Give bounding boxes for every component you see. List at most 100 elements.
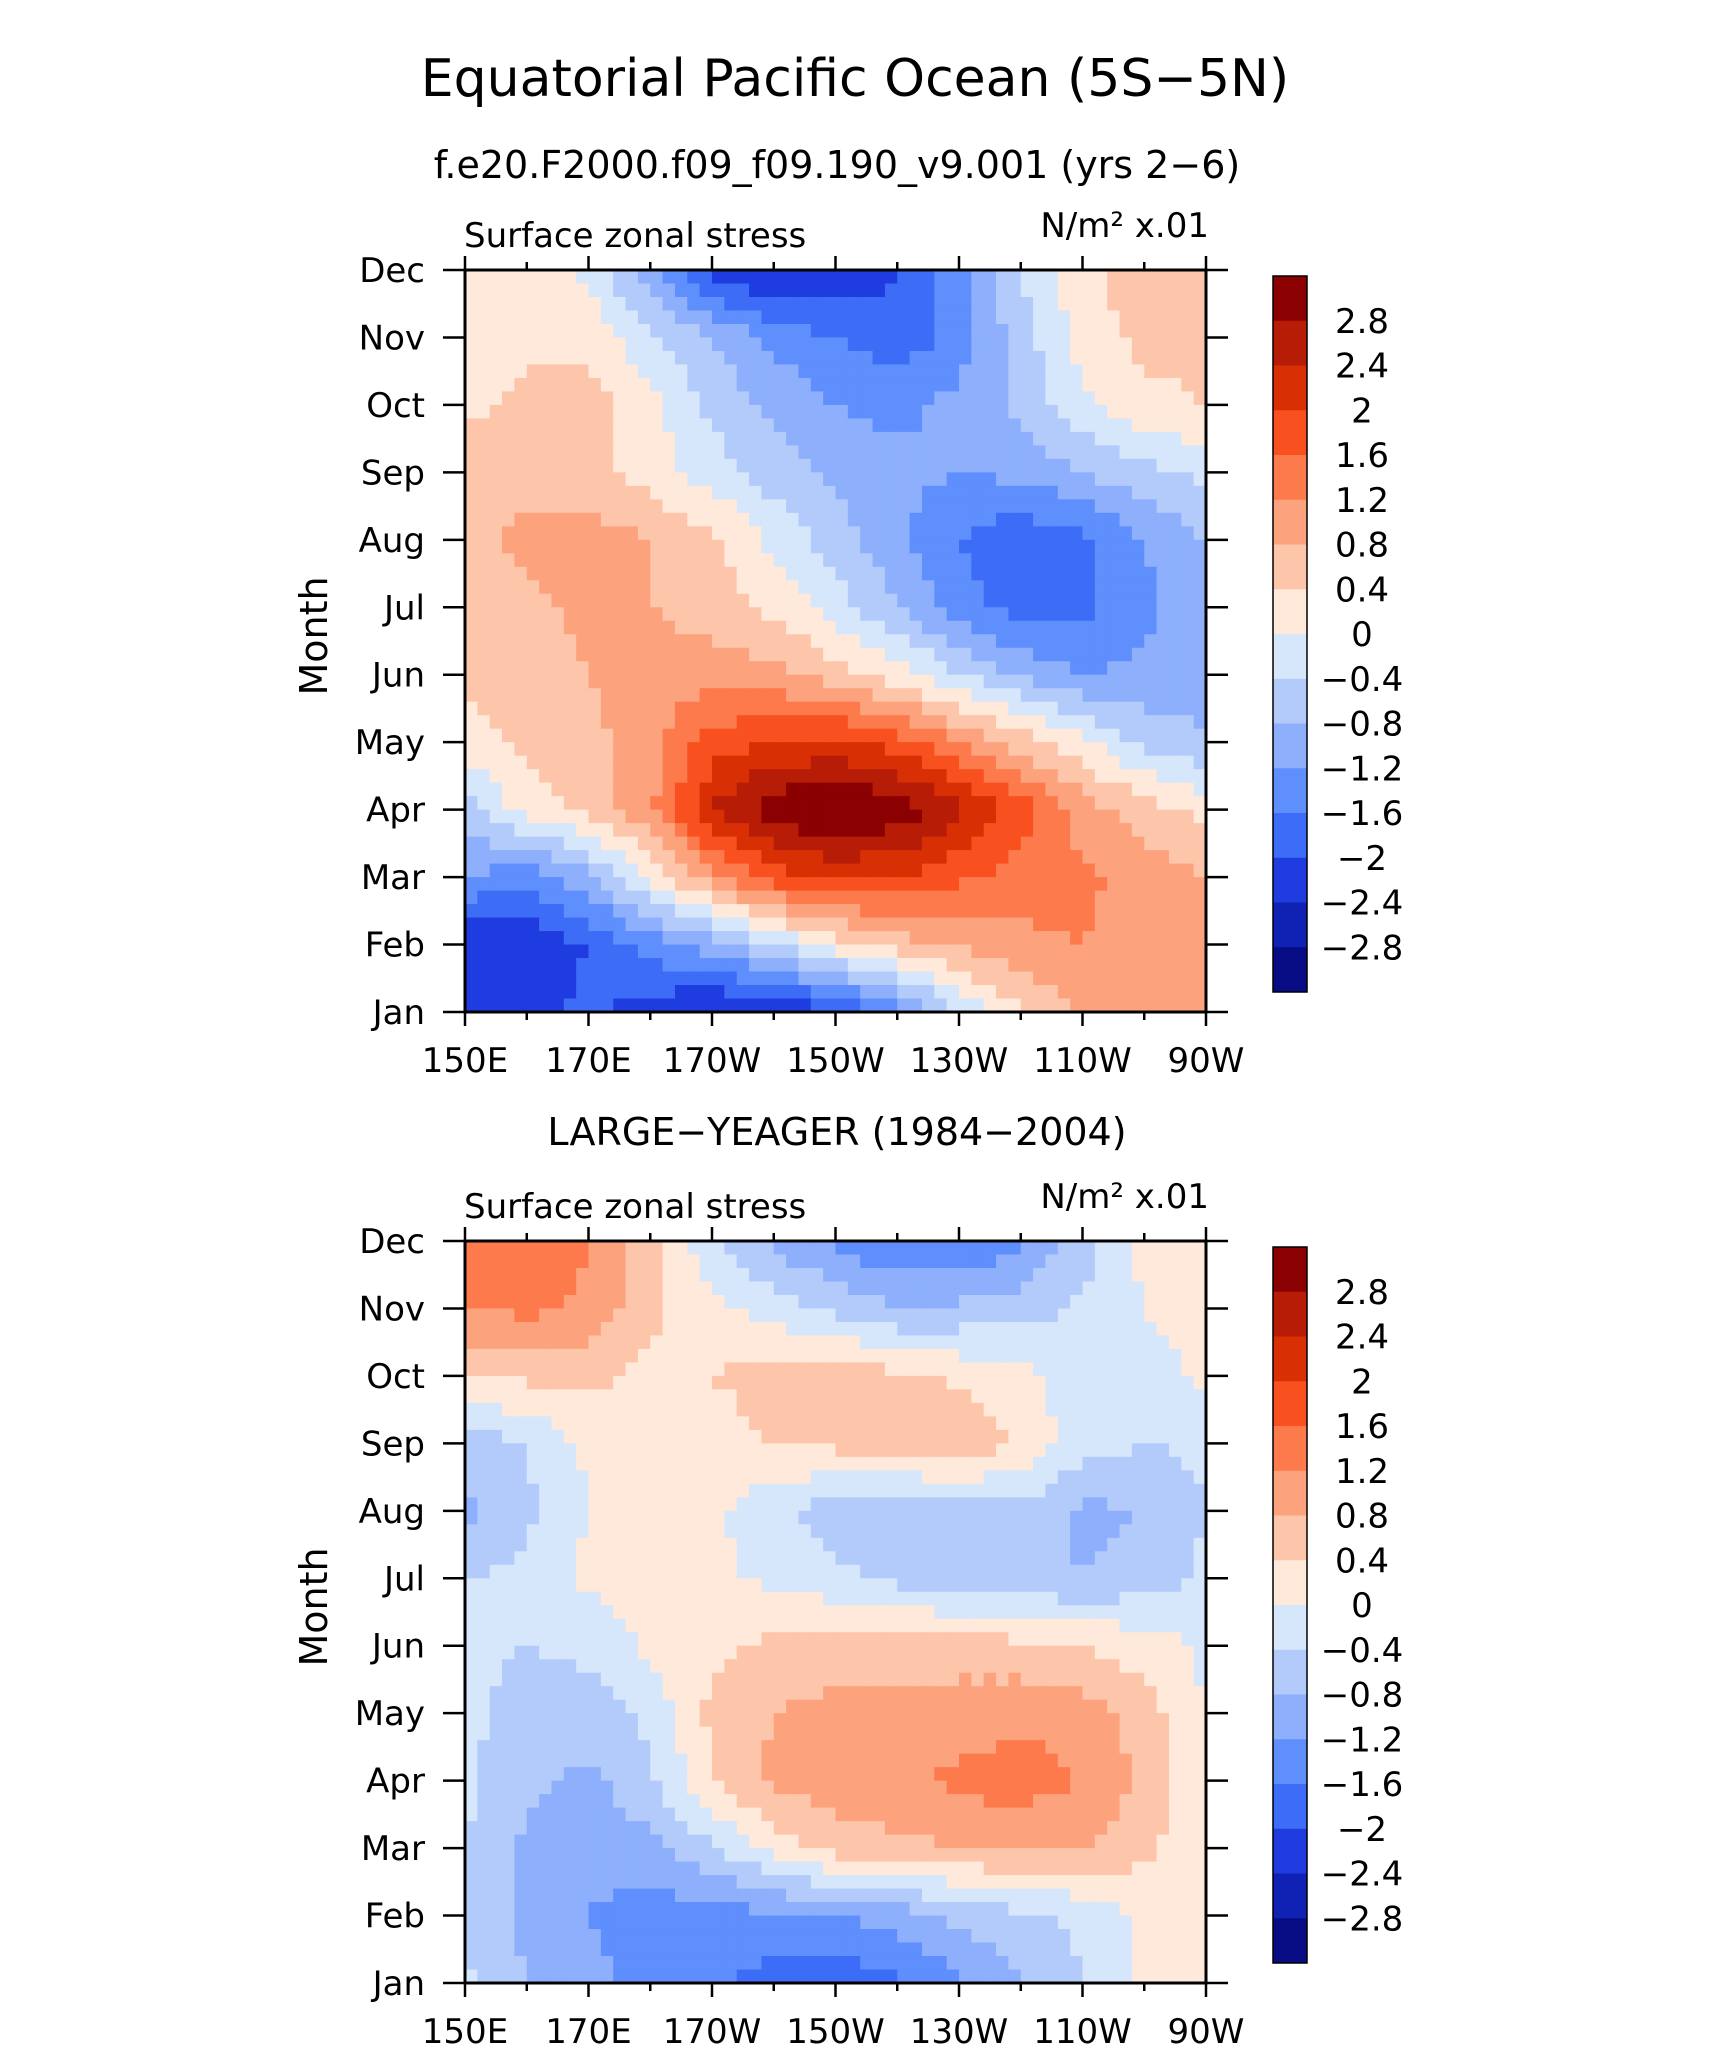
heatmap-cell xyxy=(909,1308,923,1323)
heatmap-cell xyxy=(502,539,515,554)
heatmap-cell xyxy=(1020,1470,1034,1485)
heatmap-cell xyxy=(477,1281,491,1296)
heatmap-cell xyxy=(983,1389,997,1404)
heatmap-cell xyxy=(921,404,935,419)
heatmap-cell xyxy=(996,1321,1009,1337)
heatmap-cell xyxy=(810,796,824,811)
heatmap-cell xyxy=(1094,769,1108,784)
heatmap-cell xyxy=(983,1564,997,1579)
heatmap-cell xyxy=(712,404,725,419)
heatmap-cell xyxy=(810,310,824,325)
heatmap-cell xyxy=(600,1591,614,1606)
heatmap-cell xyxy=(1168,296,1182,312)
heatmap-cell xyxy=(526,836,540,851)
heatmap-cell xyxy=(1070,823,1084,838)
heatmap-cell xyxy=(909,1497,923,1512)
heatmap-cell xyxy=(983,715,997,730)
heatmap-cell xyxy=(588,337,602,352)
heatmap-cell xyxy=(773,485,787,500)
heatmap-cell xyxy=(526,863,540,878)
heatmap-cell xyxy=(921,904,935,919)
heatmap-cell xyxy=(872,904,886,919)
heatmap-cell xyxy=(625,1551,639,1566)
heatmap-cell xyxy=(1144,1497,1158,1512)
heatmap-cell xyxy=(600,1267,614,1283)
heatmap-cell xyxy=(996,539,1009,554)
heatmap-cell xyxy=(687,1591,701,1606)
heatmap-cell xyxy=(613,688,627,703)
heatmap-cell xyxy=(502,1389,515,1404)
heatmap-cell xyxy=(934,931,948,946)
heatmap-cell xyxy=(736,1483,750,1498)
heatmap-cell xyxy=(637,1456,651,1471)
heatmap-cell xyxy=(576,944,590,959)
heatmap-cell xyxy=(600,283,614,298)
heatmap-cell xyxy=(860,1389,874,1404)
heatmap-cell xyxy=(539,661,553,676)
heatmap-cell xyxy=(786,445,800,460)
heatmap-cell xyxy=(996,283,1009,298)
heatmap-cell xyxy=(835,1524,849,1539)
heatmap-cell xyxy=(674,337,688,352)
heatmap-cell xyxy=(1094,931,1108,946)
heatmap-cell xyxy=(1020,377,1034,393)
heatmap-cell xyxy=(514,593,528,608)
heatmap-cell xyxy=(1033,985,1047,1000)
heatmap-cell xyxy=(810,877,824,892)
heatmap-cell xyxy=(465,1267,478,1283)
heatmap-cell xyxy=(1156,364,1170,379)
heatmap-cell xyxy=(996,580,1009,595)
heatmap-cell xyxy=(847,1254,861,1269)
heatmap-cell xyxy=(1144,458,1158,473)
heatmap-cell xyxy=(1045,985,1059,1000)
heatmap-cell xyxy=(576,1443,590,1458)
heatmap-cell xyxy=(477,364,491,379)
heatmap-cell xyxy=(1008,863,1022,878)
heatmap-cell xyxy=(514,1308,528,1323)
heatmap-cell xyxy=(1181,607,1195,622)
heatmap-cell xyxy=(539,1537,553,1552)
heatmap-cell xyxy=(909,458,923,473)
heatmap-cell xyxy=(946,1497,960,1512)
heatmap-cell xyxy=(502,458,515,473)
heatmap-cell xyxy=(884,337,898,352)
heatmap-cell xyxy=(1057,1321,1071,1337)
heatmap-cell xyxy=(1033,742,1047,757)
heatmap-cell xyxy=(699,877,713,892)
heatmap-cell xyxy=(1094,728,1108,743)
heatmap-cell xyxy=(650,904,664,919)
heatmap-cell xyxy=(897,499,911,514)
heatmap-cell xyxy=(909,566,923,581)
heatmap-cell xyxy=(1144,647,1158,662)
heatmap-cell xyxy=(872,1483,886,1498)
heatmap-cell xyxy=(860,904,874,919)
heatmap-cell xyxy=(563,526,577,541)
heatmap-cell xyxy=(477,755,491,770)
heatmap-cell xyxy=(1008,337,1022,352)
heatmap-cell xyxy=(1070,863,1084,878)
colorbar-frame xyxy=(1272,275,1308,993)
heatmap-cell xyxy=(551,1281,565,1296)
heatmap-cell xyxy=(897,917,911,932)
heatmap-cell xyxy=(884,1348,898,1364)
heatmap-cell xyxy=(712,270,725,285)
heatmap-cell xyxy=(588,661,602,676)
heatmap-cell xyxy=(600,1348,614,1364)
heatmap-cell xyxy=(736,728,750,743)
heatmap-cell xyxy=(625,337,639,352)
heatmap-cell xyxy=(983,755,997,770)
heatmap-cell xyxy=(1057,1456,1071,1471)
heatmap-cell xyxy=(1082,890,1096,905)
heatmap-cell xyxy=(1070,877,1084,892)
heatmap-cell xyxy=(514,431,528,446)
heatmap-cell xyxy=(897,377,911,393)
heatmap-cell xyxy=(847,580,861,595)
heatmap-cell xyxy=(1181,904,1195,919)
heatmap-cell xyxy=(897,728,911,743)
heatmap-cell xyxy=(959,404,972,419)
heatmap-cell xyxy=(724,877,738,892)
heatmap-cell xyxy=(1144,431,1158,446)
heatmap-cell xyxy=(810,580,824,595)
heatmap-cell xyxy=(835,877,849,892)
heatmap-cell xyxy=(749,1294,762,1310)
